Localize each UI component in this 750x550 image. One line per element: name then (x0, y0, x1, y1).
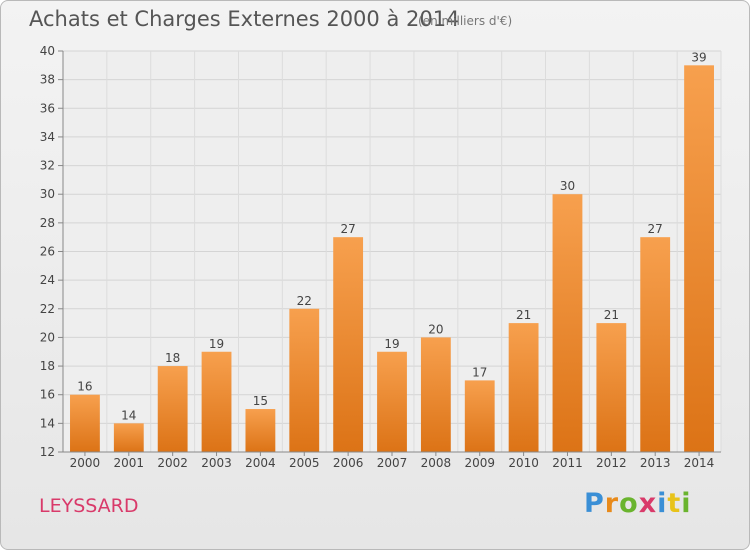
y-tick-label: 38 (40, 73, 55, 87)
bar-value-label: 18 (165, 351, 180, 365)
bar-value-label: 21 (516, 308, 531, 322)
x-tick-label: 2008 (421, 456, 452, 470)
bar-value-label: 30 (560, 179, 575, 193)
logo-letter: o (619, 488, 639, 519)
bar (420, 337, 451, 452)
y-tick-label: 30 (40, 187, 55, 201)
y-tick-label: 14 (40, 416, 55, 430)
bar (157, 366, 188, 452)
proxiti-logo: Proxiti (584, 488, 692, 519)
y-tick-label: 16 (40, 388, 55, 402)
y-tick-label: 34 (40, 130, 55, 144)
y-tick-label: 22 (40, 302, 55, 316)
bar (377, 351, 407, 452)
logo-letter: i (657, 488, 668, 519)
logo-letter: x (638, 488, 658, 519)
bar-value-label: 27 (648, 222, 663, 236)
bar (508, 323, 539, 452)
bar (552, 194, 583, 452)
bar-value-label: 19 (209, 337, 224, 351)
logo-letter: i (681, 488, 692, 519)
bar (245, 409, 276, 452)
bar-value-label: 14 (121, 408, 136, 422)
x-tick-label: 2005 (289, 456, 320, 470)
chart-subtitle: (en milliers d'€) (418, 14, 513, 28)
x-tick-label: 2013 (640, 456, 671, 470)
logo-letter: t (667, 488, 682, 519)
x-tick-label: 2000 (70, 456, 101, 470)
y-tick-label: 40 (40, 44, 55, 58)
y-tick-label: 36 (40, 101, 55, 115)
y-tick-label: 32 (40, 159, 55, 173)
x-tick-label: 2004 (245, 456, 276, 470)
bar-value-label: 21 (604, 308, 619, 322)
x-tick-label: 2010 (508, 456, 539, 470)
place-name: LEYSSARD (39, 495, 139, 517)
bar (596, 323, 627, 452)
x-tick-label: 2007 (377, 456, 408, 470)
y-tick-label: 12 (40, 445, 55, 459)
x-tick-label: 2001 (114, 456, 145, 470)
y-tick-label: 24 (40, 273, 55, 287)
x-tick-label: 2002 (157, 456, 188, 470)
bar-value-label: 27 (340, 222, 355, 236)
bar-value-label: 22 (297, 294, 312, 308)
bar (70, 394, 100, 452)
bar (333, 237, 364, 452)
bar-value-label: 17 (472, 365, 487, 379)
bar-value-label: 15 (253, 394, 268, 408)
bar (640, 237, 671, 452)
x-tick-label: 2009 (464, 456, 495, 470)
bar-value-label: 19 (384, 337, 399, 351)
bar (289, 308, 320, 452)
bar-value-label: 39 (691, 50, 706, 64)
logo-letter: r (604, 488, 620, 519)
bar (113, 423, 144, 452)
bar-value-label: 16 (77, 380, 92, 394)
bar (201, 351, 232, 452)
x-tick-label: 2014 (684, 456, 715, 470)
chart-title: Achats et Charges Externes 2000 à 2014 (29, 7, 460, 31)
x-tick-label: 2006 (333, 456, 364, 470)
y-tick-label: 28 (40, 216, 55, 230)
y-tick-label: 18 (40, 359, 55, 373)
x-tick-label: 2003 (201, 456, 232, 470)
x-tick-label: 2012 (596, 456, 627, 470)
logo-letter: P (584, 488, 605, 519)
bar (684, 65, 714, 453)
bar (464, 380, 495, 452)
y-tick-label: 26 (40, 245, 55, 259)
bar-value-label: 20 (428, 322, 443, 336)
x-tick-label: 2011 (552, 456, 583, 470)
y-tick-label: 20 (40, 330, 55, 344)
